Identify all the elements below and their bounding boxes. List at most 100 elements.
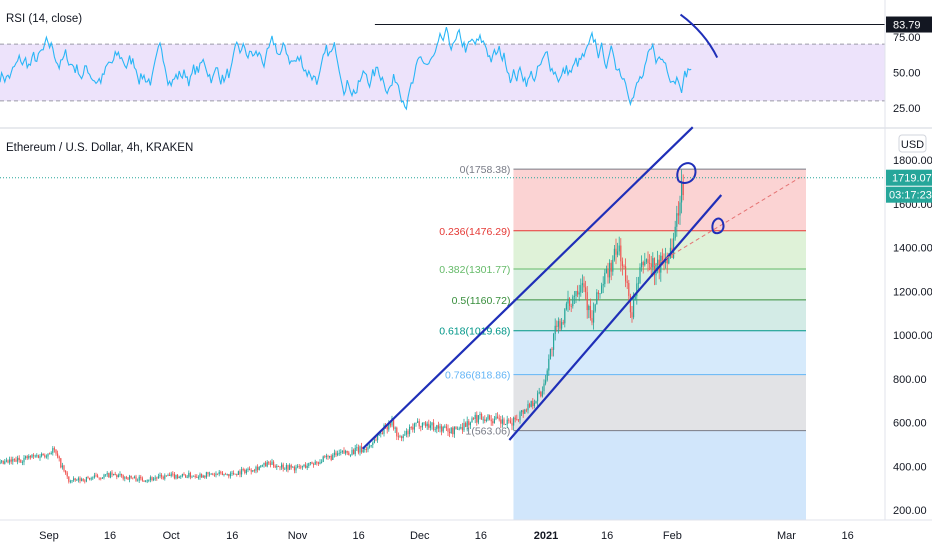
candle-body	[117, 475, 119, 478]
fibonacci-retracement[interactable]: 0(1758.38) 0.236(1476.29) 0.382(1301.77) 0.…	[439, 164, 806, 520]
candle-body	[228, 474, 230, 477]
candle-body	[133, 476, 135, 479]
candle-body	[673, 238, 675, 258]
candle-body	[452, 427, 454, 435]
channel-extension-line	[647, 177, 801, 270]
price-tick-label: 600.00	[893, 418, 927, 430]
candle-body	[197, 477, 199, 479]
candle-body	[473, 418, 475, 420]
candle-body	[162, 476, 164, 479]
candle-body	[76, 480, 78, 481]
fib-level-label: 0.236(1476.29)	[439, 226, 510, 238]
candle-body	[681, 182, 683, 203]
candle-body	[561, 322, 563, 329]
candle-body	[388, 423, 390, 430]
candle-body	[4, 461, 6, 464]
time-axis[interactable]: Sep 16 Oct 16 Nov 16 Dec 16 2021 16 Feb Mar 16	[0, 519, 932, 542]
candle-body	[415, 422, 417, 424]
candle-body	[513, 417, 515, 426]
candle-body	[41, 453, 43, 457]
currency-button-label[interactable]: USD	[901, 139, 924, 151]
candle-body	[557, 321, 559, 327]
candle-body	[396, 427, 398, 437]
candle-body	[623, 266, 625, 267]
candle-body	[289, 465, 291, 470]
candle-body	[498, 418, 500, 420]
candle-body	[186, 476, 188, 478]
candle-body	[580, 285, 582, 293]
candle-body	[257, 466, 259, 470]
currency-button[interactable]: USD	[898, 134, 927, 153]
candle-body	[447, 428, 449, 432]
candle-body	[497, 416, 499, 419]
candle-body	[172, 473, 174, 475]
candle-body	[618, 245, 620, 252]
rsi-value-tag-text: 83.79	[893, 20, 921, 32]
candle-body	[313, 464, 315, 465]
candle-body	[652, 258, 654, 268]
candle-body	[23, 457, 25, 463]
candle-body	[74, 478, 76, 481]
candle-body	[348, 452, 350, 456]
candle-body	[271, 461, 273, 465]
candle-body	[93, 475, 95, 478]
candle-body	[308, 463, 310, 466]
candle-body	[450, 427, 452, 434]
candle-body	[337, 453, 339, 456]
candle-body	[153, 478, 155, 480]
candle-body	[137, 480, 139, 482]
candle-body	[567, 298, 569, 304]
candle-body	[311, 462, 313, 465]
candle-body	[367, 447, 369, 450]
candle-body	[57, 453, 59, 457]
candle-body	[378, 434, 380, 436]
candle-body	[276, 465, 278, 468]
candle-body	[329, 455, 331, 457]
candle-body	[81, 479, 83, 481]
candle-body	[71, 480, 73, 482]
candle-body	[343, 450, 345, 454]
candle-body	[322, 456, 324, 462]
candle-body	[509, 420, 511, 423]
candle-body	[485, 419, 487, 422]
currency-button-bg[interactable]	[898, 134, 927, 153]
candle-body	[34, 455, 36, 457]
candle-body	[613, 248, 615, 260]
candle-body	[145, 481, 147, 483]
candle-body	[634, 296, 636, 300]
candle-body	[631, 312, 633, 318]
candle-body	[132, 477, 134, 479]
candle-body	[588, 305, 590, 311]
candle-body	[674, 226, 676, 239]
candle-body	[165, 475, 167, 477]
candle-body	[121, 474, 123, 476]
candle-body	[297, 466, 299, 468]
candle-body	[13, 459, 15, 460]
candle-body	[481, 413, 483, 420]
candle-body	[156, 477, 158, 479]
candle-body	[61, 465, 63, 468]
symbol-label[interactable]: Ethereum / U.S. Dollar, 4h, KRAKEN	[6, 142, 193, 154]
candle-body	[442, 426, 444, 432]
channel-upper-line	[361, 126, 694, 450]
candle-body	[15, 459, 17, 462]
candle-body	[10, 459, 12, 462]
candle-body	[410, 427, 412, 428]
candle-body	[409, 427, 411, 435]
candle-body	[553, 333, 555, 350]
candle-body	[482, 419, 484, 421]
rsi-trend-stroke[interactable]	[679, 13, 719, 58]
candle-body	[269, 463, 271, 465]
candle-body	[321, 461, 323, 463]
candle-body	[417, 421, 419, 423]
candle-body	[356, 447, 358, 449]
candle-body	[143, 480, 145, 482]
candle-body	[505, 424, 507, 426]
candle-body	[279, 466, 281, 468]
candle-body	[50, 452, 52, 454]
candle-body	[661, 255, 663, 261]
parallel-channel[interactable]	[361, 126, 801, 450]
candle-body	[476, 414, 478, 423]
